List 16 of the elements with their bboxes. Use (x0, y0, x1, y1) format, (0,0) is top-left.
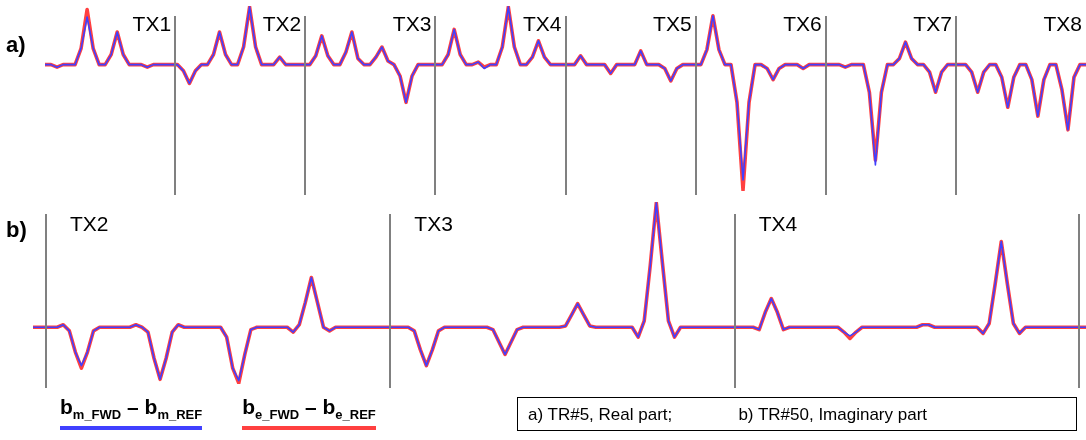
text: a) (6, 32, 26, 58)
annotation: TX3 (414, 212, 453, 236)
annotation: TX4 (758, 212, 798, 236)
annotation: TX3 (392, 12, 432, 36)
annotation: TX4 (522, 12, 562, 36)
text: a) TR#5, Real part; b) TR#50, Imaginary part (517, 397, 1077, 431)
annotation: TX2 (262, 12, 302, 36)
annotation: TX5 (653, 12, 692, 36)
annotation: TX7 (913, 12, 952, 36)
annotation: TX1 (132, 12, 172, 36)
series-label: b$_{e_FWD}$ – b$_{e_REF}$ (242, 395, 376, 423)
annotation: TX6 (783, 12, 822, 36)
text: b) (6, 217, 27, 243)
annotation: TX2 (70, 212, 109, 236)
series-label: b$_{m_FWD}$ – b$_{m_REF}$ (60, 395, 203, 423)
annotation: TX8 (1043, 12, 1082, 36)
